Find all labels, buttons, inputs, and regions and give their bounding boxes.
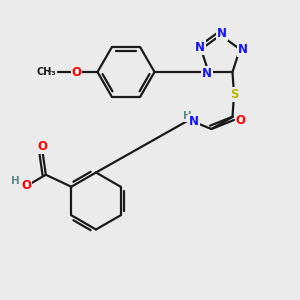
Text: methoxy: methoxy bbox=[48, 71, 54, 72]
Text: O: O bbox=[38, 140, 48, 153]
Text: H: H bbox=[11, 176, 20, 186]
Text: CH₃: CH₃ bbox=[37, 67, 56, 77]
Text: N: N bbox=[202, 67, 212, 80]
Text: N: N bbox=[195, 41, 205, 54]
Text: N: N bbox=[217, 27, 227, 40]
Text: N: N bbox=[238, 43, 248, 56]
Text: N: N bbox=[189, 115, 199, 128]
Text: O: O bbox=[21, 179, 31, 192]
Text: O: O bbox=[236, 113, 246, 127]
Text: O: O bbox=[71, 65, 82, 79]
Text: H: H bbox=[183, 111, 192, 122]
Text: S: S bbox=[230, 88, 238, 101]
